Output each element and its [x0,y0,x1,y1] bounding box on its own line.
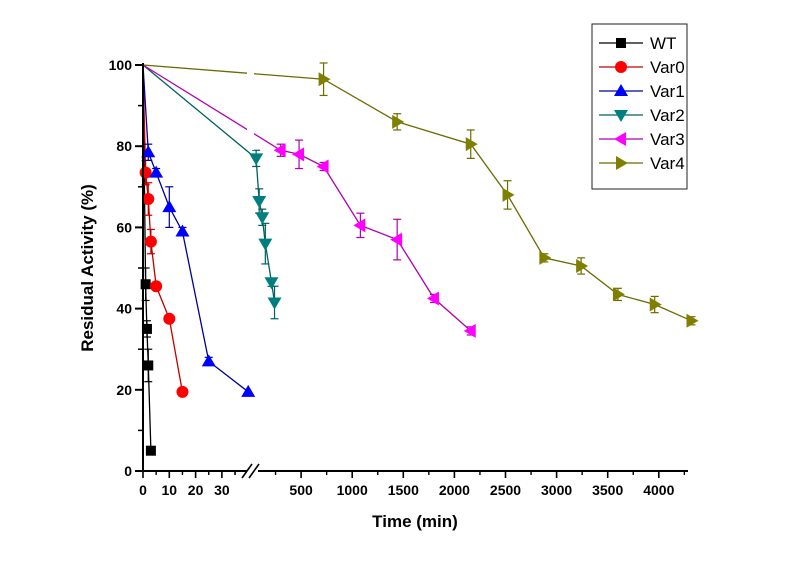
y-tick-label: 80 [116,138,132,154]
data-point [149,165,164,178]
legend-label: Var3 [650,130,685,149]
series-line [142,64,249,393]
data-point [176,385,189,398]
data-point [264,277,279,290]
data-point [140,279,151,290]
data-point [463,323,476,338]
data-point [241,384,256,397]
x-tick-label: 3500 [592,482,623,498]
legend-box [591,23,688,190]
series-wt [140,64,156,456]
data-point [273,143,286,158]
data-point [649,297,662,312]
y-tick-label: 20 [116,382,132,398]
legend-marker [615,61,627,73]
data-point [686,313,699,328]
x-tick-label: 10 [162,482,178,498]
legend-label: Var1 [650,82,685,101]
data-point [141,323,152,334]
data-point [141,145,156,158]
x-tick-label: 1500 [388,482,419,498]
data-point [175,224,190,237]
y-tick-label: 0 [124,463,132,479]
axis-break-mark [241,463,253,479]
x-tick-label: 4000 [643,482,674,498]
series-line [142,64,184,392]
data-point [150,280,163,293]
axis-break-mark [248,463,260,479]
x-tick-label: 0 [139,482,147,498]
legend-label: WT [650,34,676,53]
data-point [201,354,216,367]
series-var3 [142,64,476,338]
data-point [392,114,405,129]
legend-item-wt: WT [599,34,676,53]
legend-label: Var0 [650,58,685,77]
legend-item-var2: Var2 [599,106,685,125]
series-var1 [141,64,256,397]
data-point [162,200,177,213]
y-axis-title: Residual Activity (%) [78,184,97,352]
legend: WT Var0 Var1 Var2 Var3 Var4 [591,23,688,190]
legend-item-var0: Var0 [599,58,685,77]
series-line [142,64,276,303]
legend-label: Var4 [650,154,685,173]
y-tick-label: 60 [116,219,132,235]
data-point [426,291,439,306]
break-gap [247,60,254,150]
data-point [142,192,155,205]
data-point [502,187,515,202]
legend-label: Var2 [650,106,685,125]
data-point [255,212,270,225]
y-tick-label: 40 [116,301,132,317]
data-point [144,235,157,248]
legend-item-var1: Var1 [599,82,685,101]
x-tick-label: 20 [188,482,204,498]
data-point [249,153,264,166]
legend-marker [616,156,628,170]
x-tick-label: 3000 [541,482,572,498]
x-tick-label: 30 [214,482,230,498]
data-point [318,72,331,87]
legend-marker [616,38,626,48]
x-tick-label: 1000 [337,482,368,498]
series-layer [139,60,699,456]
data-point [612,287,625,302]
y-tick-label: 100 [109,57,133,73]
x-tick-label: 2500 [490,482,521,498]
data-point [267,297,282,310]
series-var4 [142,62,699,328]
data-point [145,445,156,456]
data-point [316,159,329,174]
data-point [390,232,403,247]
x-tick-label: 500 [289,482,313,498]
legend-item-var3: Var3 [599,130,685,149]
series-var2 [142,64,282,320]
x-axis-title: Time (min) [372,512,458,531]
data-point [465,137,478,152]
legend-marker [614,110,628,122]
data-point [353,218,366,233]
legend-marker [614,84,628,96]
data-point [258,238,273,251]
series-line [142,64,692,322]
legend-marker [614,132,626,146]
data-point [163,312,176,325]
data-point [539,250,552,265]
data-point [143,360,154,371]
data-point [292,147,305,162]
data-point [576,258,589,273]
data-point [252,196,267,209]
legend-item-var4: Var4 [599,154,685,173]
x-tick-label: 2000 [439,482,470,498]
